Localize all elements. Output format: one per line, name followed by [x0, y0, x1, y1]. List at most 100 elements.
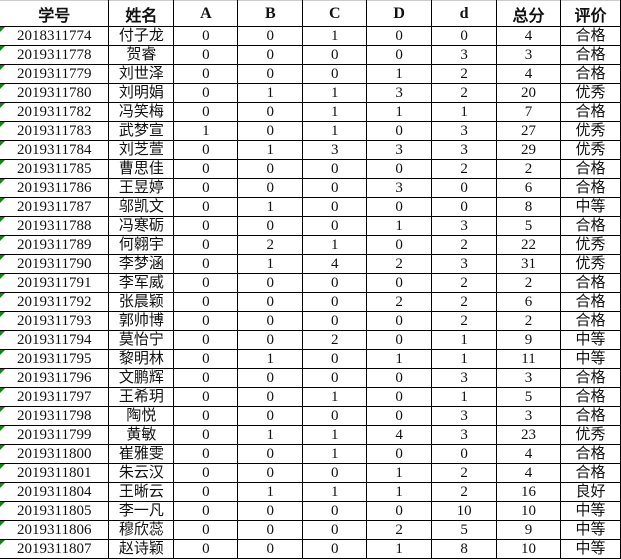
cell-name[interactable]: 冯笑梅: [108, 102, 175, 122]
cell-total[interactable]: 20: [496, 83, 561, 103]
cell-score-d[interactable]: 1: [366, 463, 433, 483]
cell-student-id[interactable]: 2019311789: [0, 235, 110, 255]
cell-grade[interactable]: 中等: [559, 501, 621, 521]
cell-total[interactable]: 31: [496, 254, 561, 274]
column-header-score-d[interactable]: D: [366, 0, 433, 27]
cell-score-c[interactable]: 1: [302, 121, 368, 141]
cell-score-d-lower[interactable]: 3: [431, 254, 498, 274]
cell-score-c[interactable]: 0: [302, 178, 368, 198]
cell-total[interactable]: 7: [496, 102, 561, 122]
column-header-grade[interactable]: 评价: [559, 0, 621, 27]
cell-score-c[interactable]: 1: [302, 102, 368, 122]
cell-score-d[interactable]: 0: [366, 235, 433, 255]
cell-total[interactable]: 29: [496, 140, 561, 160]
cell-score-c[interactable]: 1: [302, 26, 368, 46]
cell-name[interactable]: 曹思佳: [108, 159, 175, 179]
cell-grade[interactable]: 中等: [559, 197, 621, 217]
cell-score-d-lower[interactable]: 2: [431, 463, 498, 483]
cell-score-d-lower[interactable]: 8: [431, 539, 498, 559]
cell-total[interactable]: 2: [496, 273, 561, 293]
cell-score-d-lower[interactable]: 3: [431, 368, 498, 388]
cell-grade[interactable]: 合格: [559, 216, 621, 236]
cell-score-b[interactable]: 0: [237, 64, 304, 84]
cell-total[interactable]: 3: [496, 45, 561, 65]
cell-score-c[interactable]: 3: [302, 140, 368, 160]
cell-score-b[interactable]: 0: [237, 501, 304, 521]
cell-score-b[interactable]: 0: [237, 539, 304, 559]
cell-student-id[interactable]: 2019311780: [0, 83, 110, 103]
cell-score-d[interactable]: 0: [366, 197, 433, 217]
cell-score-d-lower[interactable]: 5: [431, 520, 498, 540]
cell-score-a[interactable]: 0: [173, 368, 239, 388]
cell-score-a[interactable]: 0: [173, 216, 239, 236]
cell-score-c[interactable]: 2: [302, 330, 368, 350]
cell-score-d-lower[interactable]: 3: [431, 216, 498, 236]
cell-student-id[interactable]: 2019311788: [0, 216, 110, 236]
cell-grade[interactable]: 中等: [559, 539, 621, 559]
cell-score-b[interactable]: 1: [237, 482, 304, 502]
cell-score-d-lower[interactable]: 0: [431, 197, 498, 217]
cell-score-a[interactable]: 0: [173, 140, 239, 160]
cell-total[interactable]: 5: [496, 216, 561, 236]
cell-student-id[interactable]: 2019311799: [0, 425, 110, 445]
cell-score-b[interactable]: 0: [237, 292, 304, 312]
cell-grade[interactable]: 合格: [559, 387, 621, 407]
cell-student-id[interactable]: 2019311800: [0, 444, 110, 464]
cell-score-b[interactable]: 0: [237, 311, 304, 331]
cell-score-d[interactable]: 0: [366, 444, 433, 464]
cell-name[interactable]: 赵诗颖: [108, 539, 175, 559]
cell-score-b[interactable]: 0: [237, 444, 304, 464]
cell-score-a[interactable]: 0: [173, 273, 239, 293]
cell-name[interactable]: 李梦涵: [108, 254, 175, 274]
column-header-score-a[interactable]: A: [173, 0, 239, 27]
cell-grade[interactable]: 合格: [559, 463, 621, 483]
cell-grade[interactable]: 良好: [559, 482, 621, 502]
cell-score-d[interactable]: 0: [366, 273, 433, 293]
cell-score-c[interactable]: 0: [302, 64, 368, 84]
cell-score-b[interactable]: 1: [237, 197, 304, 217]
cell-score-d[interactable]: 4: [366, 425, 433, 445]
cell-score-c[interactable]: 0: [302, 216, 368, 236]
cell-student-id[interactable]: 2019311796: [0, 368, 110, 388]
cell-grade[interactable]: 中等: [559, 330, 621, 350]
cell-name[interactable]: 文鹏辉: [108, 368, 175, 388]
cell-score-d[interactable]: 1: [366, 349, 433, 369]
cell-student-id[interactable]: 2019311801: [0, 463, 110, 483]
cell-grade[interactable]: 合格: [559, 159, 621, 179]
column-header-score-c[interactable]: C: [302, 0, 368, 27]
cell-score-a[interactable]: 0: [173, 311, 239, 331]
cell-score-b[interactable]: 0: [237, 387, 304, 407]
cell-score-a[interactable]: 0: [173, 45, 239, 65]
cell-score-d[interactable]: 2: [366, 254, 433, 274]
cell-score-a[interactable]: 0: [173, 330, 239, 350]
cell-score-d[interactable]: 0: [366, 45, 433, 65]
cell-grade[interactable]: 优秀: [559, 140, 621, 160]
cell-score-a[interactable]: 0: [173, 539, 239, 559]
cell-score-a[interactable]: 0: [173, 292, 239, 312]
cell-total[interactable]: 4: [496, 64, 561, 84]
cell-score-c[interactable]: 0: [302, 159, 368, 179]
cell-score-d-lower[interactable]: 3: [431, 406, 498, 426]
cell-grade[interactable]: 合格: [559, 311, 621, 331]
cell-name[interactable]: 崔雅雯: [108, 444, 175, 464]
cell-score-d[interactable]: 0: [366, 368, 433, 388]
cell-score-b[interactable]: 0: [237, 273, 304, 293]
cell-score-d[interactable]: 3: [366, 83, 433, 103]
cell-score-a[interactable]: 0: [173, 425, 239, 445]
cell-score-b[interactable]: 0: [237, 121, 304, 141]
cell-score-a[interactable]: 0: [173, 197, 239, 217]
cell-total[interactable]: 16: [496, 482, 561, 502]
cell-score-c[interactable]: 0: [302, 45, 368, 65]
cell-score-c[interactable]: 4: [302, 254, 368, 274]
cell-score-d-lower[interactable]: 2: [431, 482, 498, 502]
cell-grade[interactable]: 合格: [559, 64, 621, 84]
cell-score-d[interactable]: 1: [366, 539, 433, 559]
cell-score-d[interactable]: 2: [366, 520, 433, 540]
cell-name[interactable]: 郭帅博: [108, 311, 175, 331]
cell-name[interactable]: 付子龙: [108, 26, 175, 46]
cell-score-c[interactable]: 0: [302, 463, 368, 483]
cell-total[interactable]: 3: [496, 406, 561, 426]
column-header-student-id[interactable]: 学号: [0, 0, 110, 27]
cell-score-c[interactable]: 0: [302, 501, 368, 521]
cell-score-a[interactable]: 1: [173, 121, 239, 141]
